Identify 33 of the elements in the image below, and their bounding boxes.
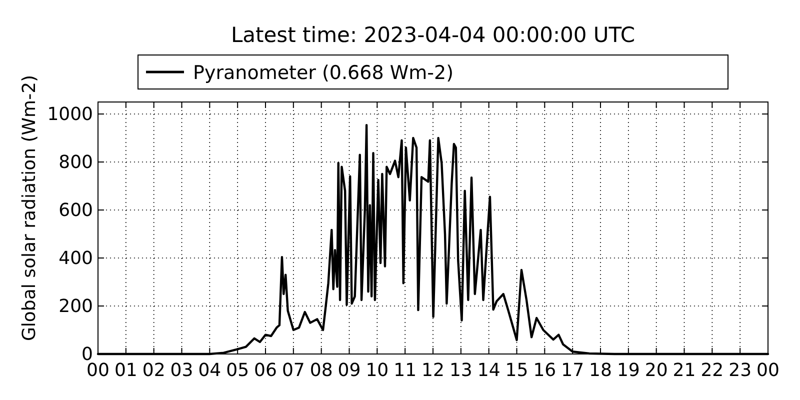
x-tick-label: 18 — [589, 360, 612, 381]
x-tick-label: 14 — [477, 360, 500, 381]
x-tick-label: 00 — [756, 360, 780, 381]
x-tick-label: 00 — [86, 360, 110, 381]
x-tick-label: 03 — [170, 360, 194, 381]
x-tick-label: 05 — [226, 360, 250, 381]
y-tick-label: 400 — [58, 248, 93, 269]
x-tick-label: 13 — [449, 360, 472, 381]
y-tick-label: 1000 — [47, 104, 93, 125]
x-tick-label: 02 — [142, 360, 166, 381]
x-tick-label: 20 — [644, 360, 668, 381]
x-tick-label: 22 — [700, 360, 724, 381]
x-tick-label: 01 — [114, 360, 138, 381]
y-tick-label: 200 — [58, 296, 93, 317]
y-axis-title: Global solar radiation (Wm-2) — [19, 74, 40, 342]
x-tick-label: 21 — [672, 360, 696, 381]
y-tick-label: 800 — [58, 152, 93, 173]
x-tick-label: 10 — [366, 360, 389, 381]
x-tick-label: 12 — [422, 360, 444, 381]
x-tick-label: 23 — [728, 360, 752, 381]
x-tick-label: 04 — [198, 360, 222, 381]
x-tick-label: 06 — [254, 360, 277, 381]
x-tick-label: 15 — [505, 360, 528, 381]
x-tick-label: 11 — [394, 360, 417, 381]
x-tick-label: 17 — [561, 360, 584, 381]
x-tick-label: 16 — [533, 360, 556, 381]
x-tick-label: 07 — [282, 360, 305, 381]
y-tick-label: 600 — [58, 200, 93, 221]
x-tick-label: 09 — [338, 360, 361, 381]
x-tick-label: 08 — [310, 360, 333, 381]
x-tick-label: 19 — [616, 360, 640, 381]
chart-title: Latest time: 2023-04-04 00:00:00 UTC — [230, 23, 636, 47]
legend-label: Pyranometer (0.668 Wm-2) — [193, 62, 454, 84]
